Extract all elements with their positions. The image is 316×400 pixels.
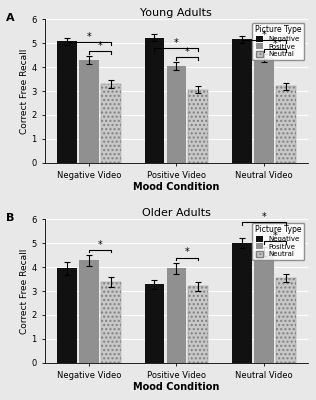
Y-axis label: Correct Free Recall: Correct Free Recall — [20, 48, 28, 134]
Bar — [276, 86, 296, 163]
Bar — [57, 41, 77, 163]
Text: *: * — [174, 38, 179, 48]
X-axis label: Mood Condition: Mood Condition — [133, 382, 220, 392]
X-axis label: Mood Condition: Mood Condition — [133, 182, 220, 192]
Legend: Negative, Positive, Neutral: Negative, Positive, Neutral — [252, 222, 304, 260]
Bar — [188, 286, 208, 363]
Bar — [57, 268, 77, 363]
Text: *: * — [86, 32, 91, 42]
Bar — [79, 260, 99, 363]
Bar — [276, 278, 296, 363]
Bar — [145, 284, 164, 363]
Title: Older Adults: Older Adults — [142, 208, 211, 218]
Bar — [167, 66, 186, 163]
Bar — [254, 58, 274, 163]
Bar — [79, 60, 99, 163]
Bar — [101, 282, 120, 363]
Bar — [254, 252, 274, 363]
Text: B: B — [6, 213, 14, 223]
Text: *: * — [262, 212, 266, 222]
Text: *: * — [97, 240, 102, 250]
Bar — [167, 268, 186, 363]
Bar — [145, 38, 164, 163]
Y-axis label: Correct Free Recall: Correct Free Recall — [20, 248, 28, 334]
Text: *: * — [185, 248, 190, 258]
Bar — [188, 90, 208, 163]
Text: *: * — [272, 231, 277, 241]
Legend: Negative, Positive, Neutral: Negative, Positive, Neutral — [252, 22, 304, 60]
Bar — [101, 84, 120, 163]
Bar — [232, 243, 252, 363]
Text: A: A — [6, 13, 14, 23]
Text: *: * — [262, 30, 266, 40]
Text: *: * — [185, 47, 190, 57]
Text: *: * — [97, 41, 102, 51]
Bar — [232, 40, 252, 163]
Text: *: * — [272, 39, 277, 49]
Title: Young Adults: Young Adults — [141, 8, 212, 18]
